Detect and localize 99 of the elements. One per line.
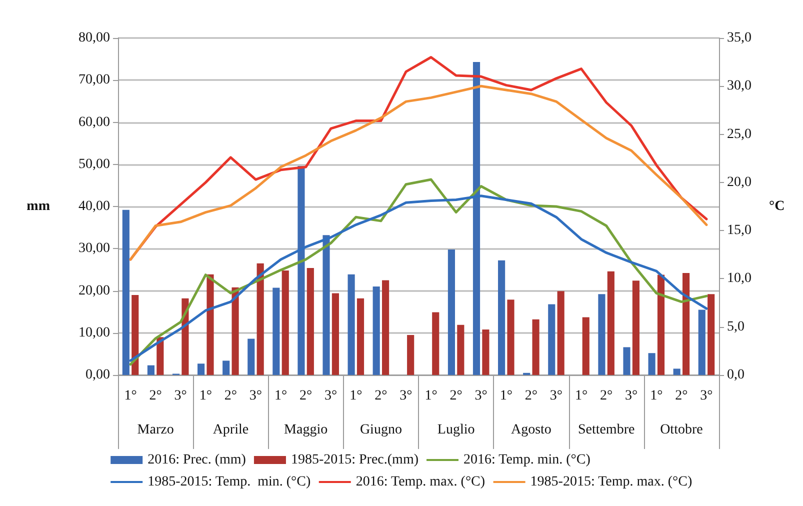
bar <box>248 338 255 375</box>
x-tick-label: 1° <box>650 388 663 404</box>
bar <box>532 319 540 375</box>
bar <box>682 273 690 375</box>
text: Maggio <box>284 422 328 438</box>
y-tick-label: 10,00 <box>78 325 110 340</box>
text: Agosto <box>510 422 552 438</box>
x-tick-label: 3° <box>249 388 262 404</box>
bar <box>298 166 305 375</box>
x-tick-label: 1° <box>199 388 212 404</box>
bar <box>548 304 556 375</box>
y2-axis-title: °C <box>769 199 785 214</box>
x-tick-label: 1° <box>274 388 288 404</box>
x-tick-label: 3° <box>550 388 563 404</box>
bar <box>322 235 330 375</box>
x-tick-label: 2° <box>300 388 312 404</box>
bar <box>648 353 656 375</box>
bar <box>623 347 630 375</box>
bar <box>673 368 680 375</box>
bar <box>598 294 606 375</box>
x-tick-label: 2° <box>450 388 462 404</box>
bar <box>348 274 355 375</box>
bar <box>708 294 715 375</box>
x-tick-label: 2° <box>374 388 388 404</box>
bar <box>557 291 564 375</box>
bar <box>198 364 205 375</box>
bar <box>132 294 139 375</box>
x-tick-label: 1° <box>424 388 438 404</box>
bar <box>272 288 280 375</box>
bar <box>256 263 264 375</box>
bar <box>206 274 214 375</box>
text: Settembre <box>578 422 635 438</box>
bar <box>482 330 490 375</box>
bar <box>156 337 164 375</box>
text: Luglio <box>437 422 475 438</box>
bar <box>632 280 640 375</box>
bar <box>122 210 130 375</box>
bar <box>657 274 665 375</box>
bar <box>698 310 706 375</box>
y-tick-label: 0,00 <box>86 368 110 382</box>
bar <box>147 365 154 375</box>
bar <box>582 317 590 375</box>
y2-tick-label: 0,0 <box>727 368 744 382</box>
legend-label: 2016: Temp. max. (°C) <box>356 474 486 490</box>
bar <box>507 300 514 375</box>
bar <box>356 298 364 375</box>
y2-tick-label: 15,0 <box>727 223 752 238</box>
legend-label: 1985-2015: Temp. min. (°C) <box>148 474 311 490</box>
x-tick-label: 3° <box>625 388 638 404</box>
text: Ottobre <box>660 422 703 438</box>
x-tick-label: 2° <box>675 388 688 404</box>
x-tick-label: 2° <box>149 388 162 404</box>
bar <box>498 260 506 375</box>
y-tick-label: 80,00 <box>78 30 110 46</box>
legend-label: 2016: Temp. min. (°C) <box>464 452 591 468</box>
y2-tick-label: 20,0 <box>727 174 752 190</box>
legend-label: 1985-2015: Prec.(mm) <box>290 452 419 468</box>
y-tick-label: 40,00 <box>78 199 110 214</box>
bar <box>407 334 414 375</box>
bar <box>472 62 480 375</box>
text: Aprile <box>212 422 249 438</box>
bar <box>382 280 390 375</box>
bar <box>306 268 314 375</box>
y2-tick-label: 25,0 <box>727 126 752 142</box>
bar <box>457 324 464 375</box>
text: Marzo <box>137 422 174 438</box>
bar <box>282 270 289 375</box>
y2-tick-label: 35,0 <box>727 30 752 46</box>
y-tick-label: 50,00 <box>78 156 110 172</box>
bar <box>222 360 230 375</box>
x-tick-label: 3° <box>700 388 713 404</box>
y-tick-label: 30,00 <box>78 241 110 256</box>
bar <box>232 287 239 375</box>
bar <box>372 286 380 375</box>
x-tick-label: 2° <box>524 388 538 404</box>
x-tick-label: 3° <box>174 388 187 404</box>
text: Giugno <box>360 422 402 438</box>
x-tick-label: 3° <box>324 388 338 404</box>
x-tick-label: 1° <box>500 388 512 404</box>
x-tick-label: 3° <box>474 388 488 404</box>
bar <box>432 312 440 375</box>
y-tick-label: 20,00 <box>78 283 110 298</box>
legend-label: 2016: Prec. (mm) <box>148 452 246 468</box>
legend-label: 1985-2015: Temp. max. (°C) <box>530 474 692 490</box>
x-tick-label: 1° <box>574 388 588 404</box>
y2-tick-label: 10,0 <box>727 271 752 286</box>
y2-tick-label: 5,0 <box>727 319 744 334</box>
x-tick-label: 1° <box>124 388 137 404</box>
y-tick-label: 70,00 <box>78 72 110 88</box>
y-tick-label: 60,00 <box>78 114 110 130</box>
bar <box>607 271 614 375</box>
x-tick-label: 1° <box>350 388 362 404</box>
x-tick-label: 2° <box>600 388 613 404</box>
x-tick-label: 2° <box>224 388 237 404</box>
y2-tick-label: 30,0 <box>727 78 752 94</box>
bar <box>448 249 455 375</box>
bar <box>332 293 339 375</box>
y-axis-title: mm <box>26 199 50 214</box>
x-tick-label: 3° <box>400 388 412 404</box>
